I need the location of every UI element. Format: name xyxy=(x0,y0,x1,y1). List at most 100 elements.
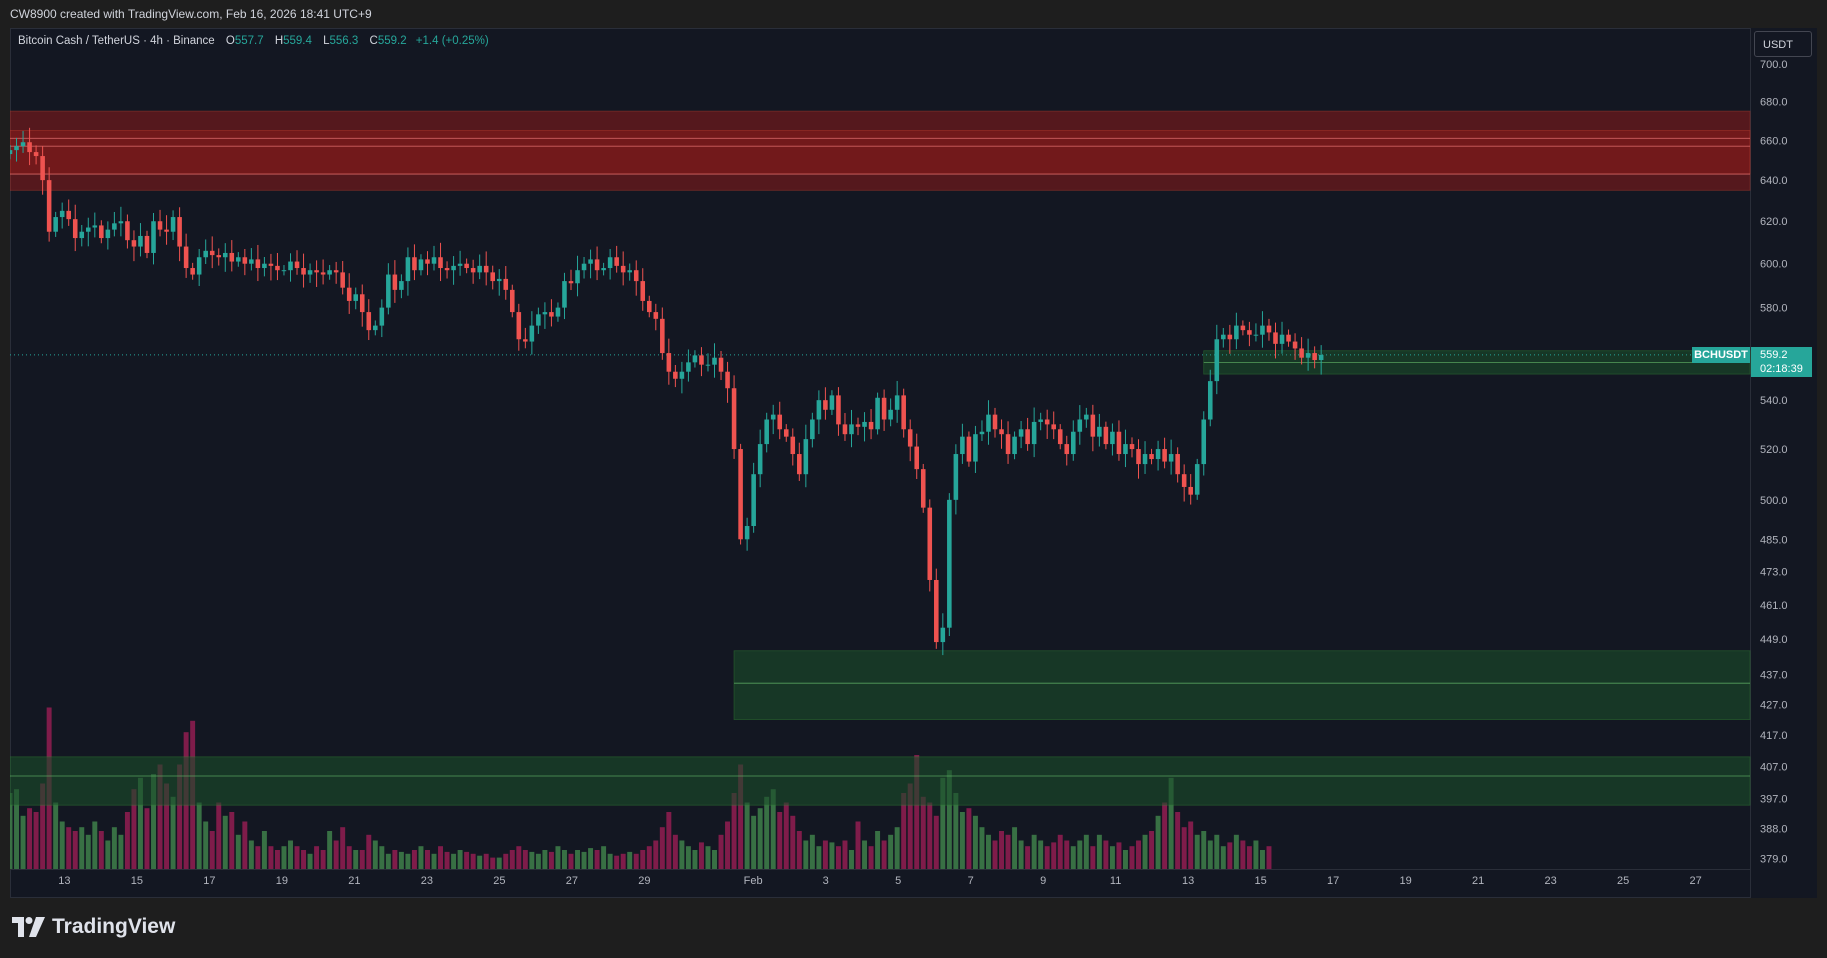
volume-bar xyxy=(1031,834,1037,869)
volume-bar xyxy=(614,855,620,869)
volume-bar xyxy=(242,821,248,869)
candle-body xyxy=(477,265,482,273)
currency-label: USDT xyxy=(1763,39,1793,51)
candle-body xyxy=(966,436,972,462)
candle-body xyxy=(960,436,965,455)
candle-body xyxy=(875,397,880,430)
volume-bar xyxy=(953,793,959,869)
volume-bar xyxy=(575,850,580,869)
candle-body xyxy=(457,263,463,266)
volume-bar xyxy=(764,796,770,869)
candle-body xyxy=(209,250,215,256)
x-tick-label: 3 xyxy=(823,875,829,887)
candle-body xyxy=(268,263,274,266)
volume-bar xyxy=(157,764,163,869)
y-tick-label: 407.0 xyxy=(1760,761,1788,773)
candle-body xyxy=(151,221,156,253)
candle-body xyxy=(1155,449,1161,460)
top-bar: CW8900 created with TradingView.com, Feb… xyxy=(0,0,1827,28)
tradingview-logo-icon xyxy=(12,917,45,937)
volume-bar xyxy=(1240,840,1246,869)
bar-countdown: 02:18:39 xyxy=(1760,363,1803,375)
last-price-value: 559.2 xyxy=(1760,349,1788,361)
candle-body xyxy=(1162,449,1167,462)
candle-body xyxy=(1123,444,1128,455)
candle-body xyxy=(855,424,861,427)
footer xyxy=(0,898,1827,958)
volume-bar xyxy=(1090,846,1096,869)
candle-body xyxy=(112,223,117,230)
candle-body xyxy=(614,257,619,266)
volume-bar xyxy=(816,846,822,869)
volume-bar xyxy=(783,802,789,869)
candle-body xyxy=(236,257,241,262)
x-tick-label: 27 xyxy=(566,875,578,887)
candle-body xyxy=(59,210,65,218)
candle-body xyxy=(1057,429,1063,445)
candle-body xyxy=(516,312,522,340)
volume-bar xyxy=(229,812,235,869)
candle-body xyxy=(699,355,704,365)
volume-bar xyxy=(209,831,215,869)
tradingview-logo[interactable]: TradingView xyxy=(12,915,175,939)
currency-selector[interactable]: USDT xyxy=(1754,31,1812,57)
price-chart[interactable]: 379.0 388.0 397.0 407.0 417.0 427.0 437.0 449.0… xyxy=(10,28,1817,898)
volume-bar xyxy=(966,808,972,869)
candle-body xyxy=(653,312,659,319)
x-tick-label: 25 xyxy=(1617,875,1629,887)
candle-body xyxy=(216,255,222,258)
volume-bar xyxy=(151,774,156,869)
candle-body xyxy=(1207,381,1213,420)
candle-body xyxy=(418,259,424,271)
candle-body xyxy=(327,270,332,275)
volume-bar xyxy=(849,850,854,869)
x-tick-label: 21 xyxy=(348,875,360,887)
low-value: 556.3 xyxy=(329,35,359,47)
volume-bar xyxy=(1188,821,1194,869)
x-tick-label: Feb xyxy=(744,875,763,887)
y-tick-label: 600.0 xyxy=(1760,259,1788,271)
candle-body xyxy=(562,281,567,308)
candle-body xyxy=(920,469,926,508)
candle-body xyxy=(464,263,469,269)
volume-bar xyxy=(268,846,274,869)
y-tick-label: 640.0 xyxy=(1760,175,1788,187)
candle-body xyxy=(744,526,750,540)
volume-bar xyxy=(516,846,522,869)
volume-bar xyxy=(490,857,496,869)
symbol-label[interactable]: Bitcoin Cash / TetherUS · 4h · Binance xyxy=(18,35,215,47)
candle-body xyxy=(633,270,639,282)
candle-body xyxy=(1305,353,1311,358)
x-tick-label: 15 xyxy=(131,875,143,887)
volume-bar xyxy=(444,851,450,869)
candle-body xyxy=(907,429,913,447)
candle-body xyxy=(510,289,515,313)
candle-body xyxy=(1188,486,1193,495)
volume-bar xyxy=(66,827,72,869)
volume-bar xyxy=(751,815,757,869)
volume-bar xyxy=(1142,834,1148,869)
volume-bar xyxy=(359,850,365,869)
close-value: 559.2 xyxy=(377,35,407,47)
candle-body xyxy=(294,261,300,269)
candle-body xyxy=(222,252,228,258)
volume-bar xyxy=(1044,846,1050,869)
volume-bar xyxy=(1194,834,1200,869)
volume-bar xyxy=(1207,840,1213,869)
volume-bar xyxy=(581,851,587,869)
candle-body xyxy=(810,419,815,440)
volume-bar xyxy=(294,846,300,869)
volume-bar xyxy=(1038,840,1044,869)
volume-bar xyxy=(477,855,483,869)
volume-bar xyxy=(646,846,652,869)
x-tick-label: 7 xyxy=(968,875,974,887)
candle-body xyxy=(549,312,554,317)
candle-body xyxy=(314,270,319,273)
x-tick-label: 19 xyxy=(276,875,288,887)
volume-bar xyxy=(999,831,1005,869)
volume-bar xyxy=(281,846,287,869)
candle-body xyxy=(99,225,104,239)
candle-body xyxy=(940,627,946,643)
volume-bar xyxy=(79,827,85,869)
y-tick-label: 397.0 xyxy=(1760,794,1788,806)
